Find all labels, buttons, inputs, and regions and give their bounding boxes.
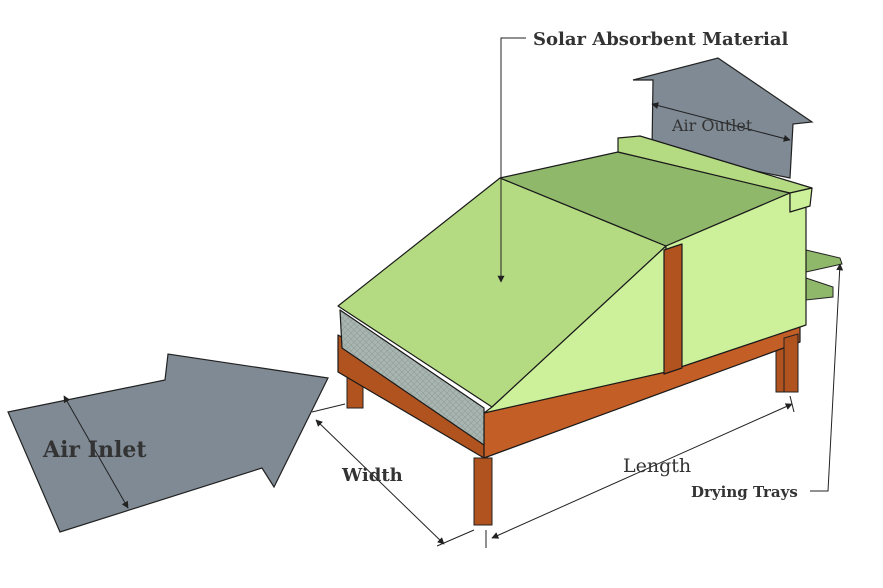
front-legs bbox=[473, 333, 799, 526]
length-extension-right bbox=[789, 395, 795, 413]
air-outlet-label: Air Outlet bbox=[671, 116, 753, 135]
drying-trays-shelves bbox=[805, 249, 843, 301]
air-inlet-label: Air Inlet bbox=[42, 437, 147, 463]
width-dimension-line bbox=[315, 419, 445, 545]
corner-post bbox=[663, 243, 683, 375]
width-extension-left bbox=[311, 403, 346, 413]
width-extension-right bbox=[436, 529, 475, 547]
collector-mesh bbox=[339, 309, 485, 446]
vent-ridge-side bbox=[789, 187, 813, 213]
drying-trays-pointer bbox=[810, 263, 844, 492]
width-label: Width bbox=[341, 465, 403, 486]
length-dimension-line bbox=[491, 403, 793, 539]
length-label: Length bbox=[623, 455, 691, 477]
solar-label-bg bbox=[528, 26, 780, 50]
solar-absorbent-material-label: Solar Absorbent Material bbox=[533, 29, 788, 50]
outlet-dimension-line bbox=[651, 102, 791, 142]
solar-material-pointer bbox=[497, 37, 526, 283]
inlet-dimension-line bbox=[63, 395, 129, 509]
drying-trays-label: Drying Trays bbox=[691, 483, 798, 501]
